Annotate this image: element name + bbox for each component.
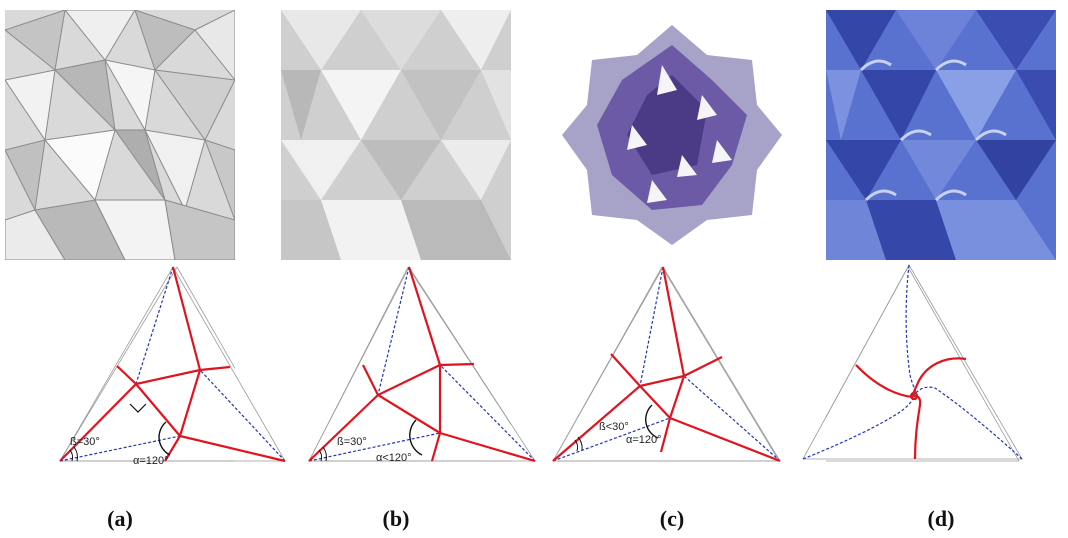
- panel-a: (a): [5, 0, 235, 538]
- triangle-edge-right: [176, 266, 235, 370]
- crease-pattern-diagram: [826, 262, 1056, 472]
- panel-d: (d): [826, 0, 1056, 538]
- origami-flower-photo-purple: [557, 10, 787, 260]
- panel-b: (b): [281, 0, 511, 538]
- origami-tessellation-photo-white: [281, 10, 511, 260]
- crease-pattern-diagram: [281, 262, 511, 472]
- panel-caption: (a): [107, 506, 133, 531]
- panel-caption: (d): [927, 506, 955, 531]
- origami-twist-tessellation-photo-blue: [826, 10, 1056, 260]
- origami-tessellation-render-gray: [5, 10, 235, 260]
- panel-c: (c): [557, 0, 787, 538]
- panel-caption: (c): [659, 506, 685, 531]
- triangle-edge-left: [59, 266, 178, 462]
- crease-pattern-diagram: [5, 262, 235, 472]
- panel-caption: (b): [382, 506, 410, 531]
- crease-pattern-diagram: [557, 262, 787, 472]
